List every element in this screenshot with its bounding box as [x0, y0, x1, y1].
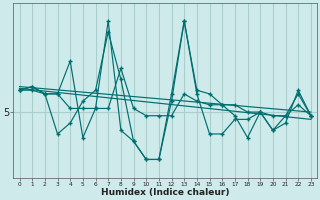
- X-axis label: Humidex (Indice chaleur): Humidex (Indice chaleur): [101, 188, 229, 197]
